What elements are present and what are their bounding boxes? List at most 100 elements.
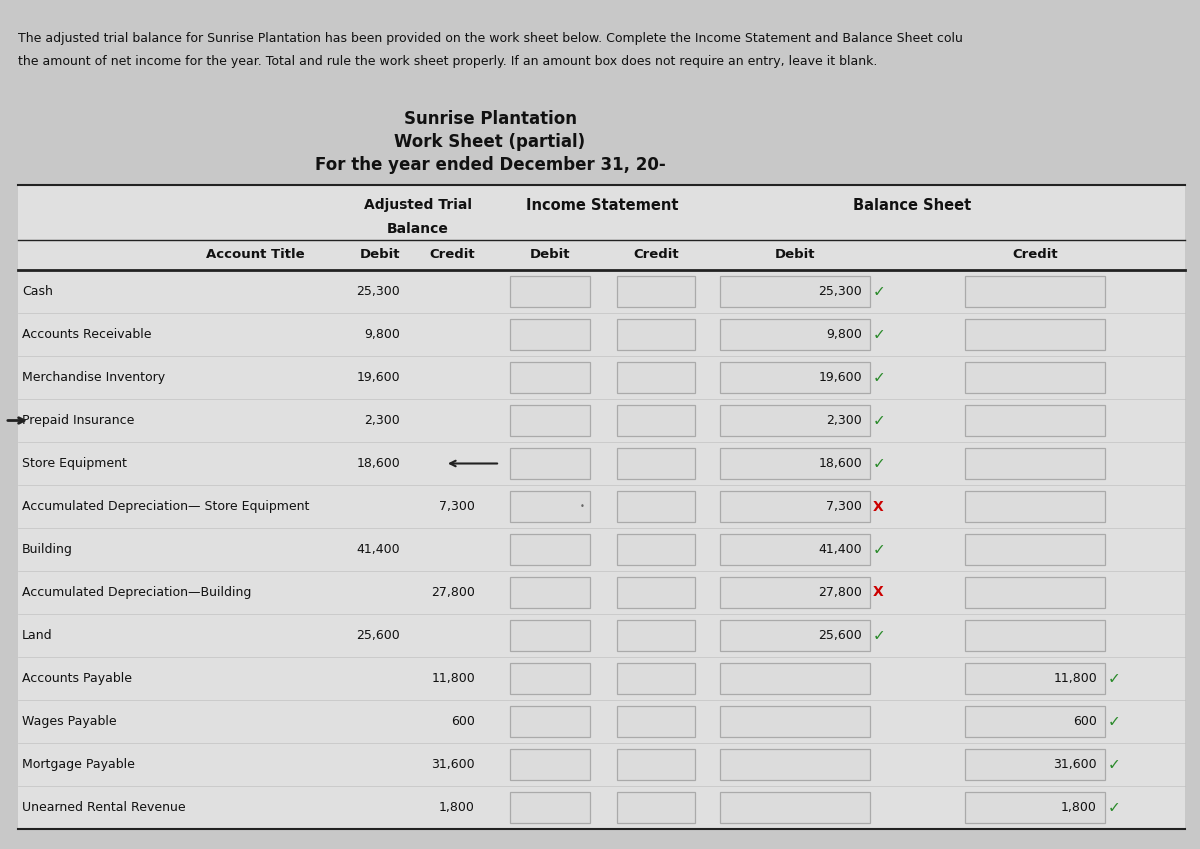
Text: ✓: ✓	[874, 370, 886, 385]
Bar	[617, 405, 695, 436]
Bar	[965, 276, 1105, 307]
Text: 7,300: 7,300	[439, 500, 475, 513]
Bar	[720, 792, 870, 823]
Text: Prepaid Insurance: Prepaid Insurance	[22, 414, 134, 427]
Bar	[510, 362, 590, 393]
Text: Unearned Rental Revenue: Unearned Rental Revenue	[22, 801, 186, 814]
Text: ✓: ✓	[874, 628, 886, 643]
Bar	[510, 276, 590, 307]
Bar	[617, 706, 695, 737]
Text: 1,800: 1,800	[439, 801, 475, 814]
Bar	[965, 405, 1105, 436]
Text: 41,400: 41,400	[818, 543, 862, 556]
Text: Cash: Cash	[22, 285, 53, 298]
Bar	[510, 534, 590, 565]
Text: 31,600: 31,600	[1054, 758, 1097, 771]
Bar	[720, 276, 870, 307]
Text: ✓: ✓	[1108, 800, 1121, 815]
Text: 27,800: 27,800	[818, 586, 862, 599]
Bar	[617, 362, 695, 393]
Text: ✓: ✓	[1108, 757, 1121, 772]
Text: 600: 600	[1073, 715, 1097, 728]
Text: Balance: Balance	[386, 222, 449, 236]
Bar	[720, 534, 870, 565]
Bar	[510, 620, 590, 651]
Text: Debit: Debit	[529, 248, 570, 261]
Bar	[510, 491, 590, 522]
Text: Accounts Receivable: Accounts Receivable	[22, 328, 151, 341]
Bar	[720, 577, 870, 608]
Text: ✓: ✓	[874, 327, 886, 342]
Bar	[510, 792, 590, 823]
Bar	[617, 663, 695, 694]
Bar	[720, 706, 870, 737]
Text: X: X	[874, 499, 883, 514]
Text: 18,600: 18,600	[818, 457, 862, 470]
Bar	[510, 749, 590, 780]
Text: 11,800: 11,800	[431, 672, 475, 685]
Bar	[720, 491, 870, 522]
Bar	[617, 491, 695, 522]
Text: 41,400: 41,400	[356, 543, 400, 556]
Text: Mortgage Payable: Mortgage Payable	[22, 758, 134, 771]
Bar	[617, 577, 695, 608]
Bar	[720, 620, 870, 651]
Bar	[510, 405, 590, 436]
Text: Accumulated Depreciation—Building: Accumulated Depreciation—Building	[22, 586, 251, 599]
Bar	[617, 448, 695, 479]
Text: 25,300: 25,300	[356, 285, 400, 298]
Text: Debit: Debit	[775, 248, 815, 261]
Text: Credit: Credit	[634, 248, 679, 261]
Text: Accounts Payable: Accounts Payable	[22, 672, 132, 685]
Text: Work Sheet (partial): Work Sheet (partial)	[395, 133, 586, 151]
Text: Credit: Credit	[1012, 248, 1058, 261]
Text: 2,300: 2,300	[365, 414, 400, 427]
Text: ✓: ✓	[874, 542, 886, 557]
Text: Balance Sheet: Balance Sheet	[853, 198, 972, 213]
Bar	[510, 577, 590, 608]
Text: Building: Building	[22, 543, 73, 556]
Text: Land: Land	[22, 629, 53, 642]
Text: 25,600: 25,600	[356, 629, 400, 642]
Bar	[720, 749, 870, 780]
Text: Credit: Credit	[430, 248, 475, 261]
Bar	[720, 448, 870, 479]
Text: 2,300: 2,300	[827, 414, 862, 427]
Text: 19,600: 19,600	[356, 371, 400, 384]
Bar	[510, 706, 590, 737]
Bar	[617, 749, 695, 780]
Bar	[965, 663, 1105, 694]
Bar	[617, 319, 695, 350]
Text: Account Title: Account Title	[206, 248, 305, 261]
Bar	[510, 663, 590, 694]
Text: 9,800: 9,800	[826, 328, 862, 341]
Bar	[965, 534, 1105, 565]
Text: Store Equipment: Store Equipment	[22, 457, 127, 470]
Bar	[965, 448, 1105, 479]
Text: 25,300: 25,300	[818, 285, 862, 298]
Text: 11,800: 11,800	[1054, 672, 1097, 685]
Text: Merchandise Inventory: Merchandise Inventory	[22, 371, 166, 384]
Bar	[965, 792, 1105, 823]
Text: 25,600: 25,600	[818, 629, 862, 642]
Text: Debit: Debit	[360, 248, 400, 261]
Bar	[965, 706, 1105, 737]
Text: 600: 600	[451, 715, 475, 728]
Text: The adjusted trial balance for Sunrise Plantation has been provided on the work : The adjusted trial balance for Sunrise P…	[18, 32, 962, 45]
Bar	[617, 620, 695, 651]
Text: ✓: ✓	[874, 456, 886, 471]
Bar	[617, 534, 695, 565]
Bar	[720, 405, 870, 436]
Bar	[965, 362, 1105, 393]
Text: Adjusted Trial: Adjusted Trial	[364, 198, 472, 212]
Text: 31,600: 31,600	[431, 758, 475, 771]
Bar	[18, 185, 1186, 829]
Text: •: •	[580, 502, 586, 511]
Bar	[965, 620, 1105, 651]
Bar	[617, 792, 695, 823]
Bar	[617, 276, 695, 307]
Bar	[720, 319, 870, 350]
Text: ✓: ✓	[1108, 714, 1121, 729]
Bar	[510, 319, 590, 350]
Text: 7,300: 7,300	[826, 500, 862, 513]
